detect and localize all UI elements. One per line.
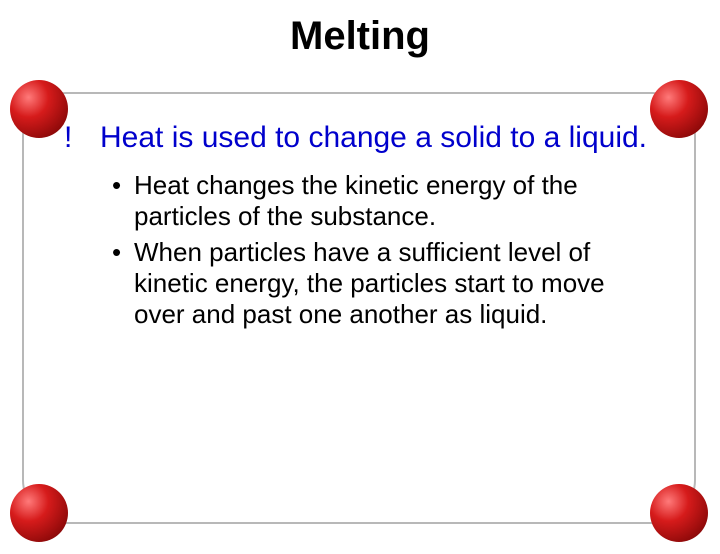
corner-sphere-bottom-left <box>10 484 68 542</box>
main-bullet: !Heat is used to change a solid to a liq… <box>64 120 660 156</box>
corner-sphere-top-left <box>10 80 68 138</box>
main-bullet-text: Heat is used to change a solid to a liqu… <box>100 121 647 154</box>
sub-bullet-list: Heat changes the kinetic energy of the p… <box>112 170 660 329</box>
list-item: Heat changes the kinetic energy of the p… <box>112 170 660 231</box>
slide-title: Melting <box>0 14 720 59</box>
content-area: !Heat is used to change a solid to a liq… <box>64 120 660 335</box>
exclamation-icon: ! <box>64 120 100 156</box>
corner-sphere-bottom-right <box>650 484 708 542</box>
list-item: When particles have a sufficient level o… <box>112 237 660 329</box>
